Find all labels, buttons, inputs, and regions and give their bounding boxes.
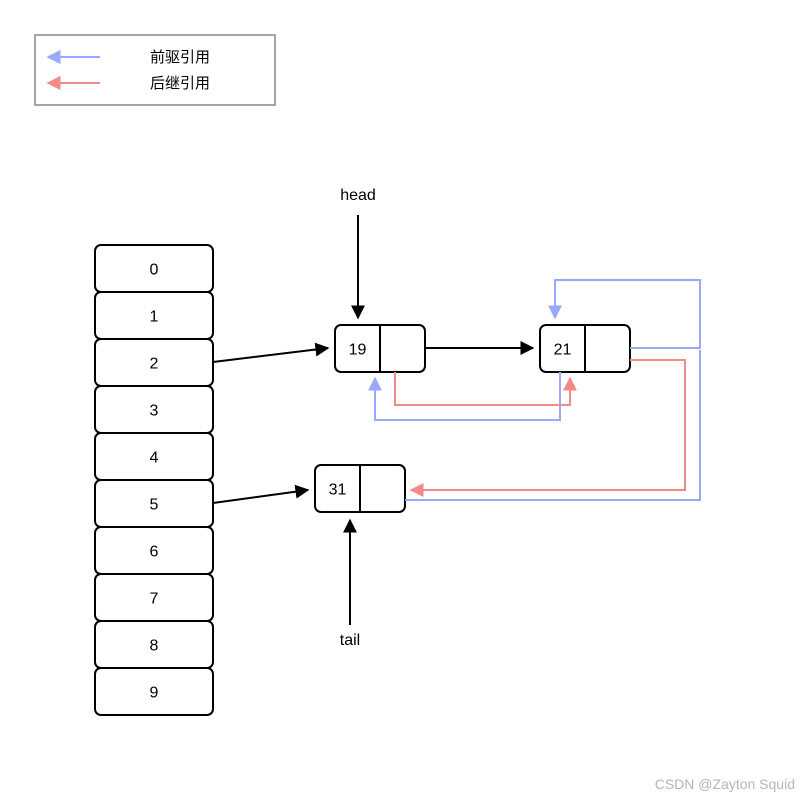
node-value: 19 [349,342,367,359]
bucket-index: 9 [150,685,159,702]
ref-21-prev-to-19 [375,372,560,420]
arrow-bucket2-to-19 [213,348,328,362]
bucket-index: 5 [150,497,159,514]
diagram-svg: 前驱引用后继引用 0 1 2 3 4 5 6 7 8 9 19 21 31 head tail [0,0,807,800]
head-label: head [340,187,376,204]
bucket-index: 7 [150,591,159,608]
arrow-bucket5-to-31 [213,490,308,503]
bucket-index: 4 [150,450,159,467]
legend-box [35,35,275,105]
node-value: 31 [329,482,347,499]
legend-label: 后继引用 [150,75,210,92]
bucket-index: 1 [150,309,159,326]
bucket-index: 0 [150,262,159,279]
tail-label: tail [340,632,360,649]
legend-label: 前驱引用 [150,49,210,66]
bucket-index: 2 [150,356,159,373]
bucket-index: 6 [150,544,159,561]
bucket-index: 8 [150,638,159,655]
node-value: 21 [554,342,572,359]
bucket-index: 3 [150,403,159,420]
ref-21-next-to-31 [411,360,685,490]
ref-19-doubly-next-to-21 [395,372,570,405]
